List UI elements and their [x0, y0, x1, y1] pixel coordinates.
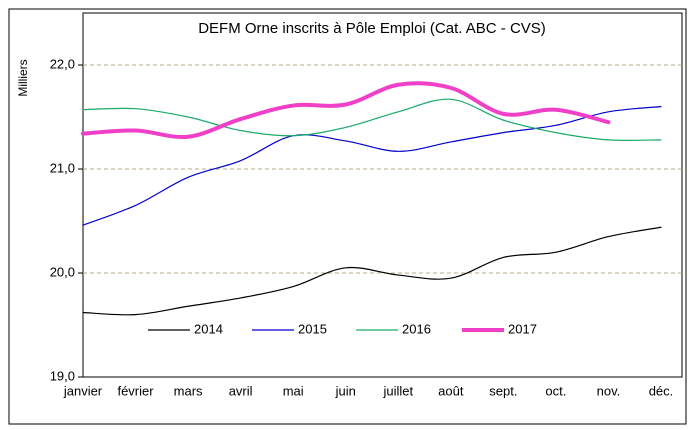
legend-label: 2015 — [298, 321, 327, 336]
x-tick-label: janvier — [63, 383, 103, 398]
x-tick-label: juin — [335, 383, 356, 398]
x-tick-label: février — [117, 383, 154, 398]
plot-area — [82, 12, 683, 378]
x-tick-label: juillet — [382, 383, 413, 398]
y-tick-label: 21,0 — [50, 160, 75, 175]
x-tick-label: oct. — [545, 383, 566, 398]
legend-label: 2016 — [402, 321, 431, 336]
x-tick-label: sept. — [489, 383, 517, 398]
x-tick-label: mars — [174, 383, 203, 398]
series-line — [82, 98, 662, 142]
chart-title: DEFM Orne inscrits à Pôle Emploi (Cat. A… — [198, 20, 546, 37]
legend-label: 2017 — [508, 321, 537, 336]
legend-label: 2014 — [194, 321, 223, 336]
series-line — [81, 81, 611, 140]
chart-frame — [8, 8, 687, 425]
y-tick-label: 22,0 — [50, 56, 75, 71]
series-line — [82, 106, 662, 226]
x-tick-label: avril — [229, 383, 253, 398]
y-axis-label: Milliers — [16, 59, 30, 96]
x-tick-label: mai — [283, 383, 304, 398]
x-tick-label: nov. — [597, 383, 621, 398]
y-tick-label: 19,0 — [50, 368, 75, 383]
x-tick-label: déc. — [649, 383, 674, 398]
x-tick-label: août — [438, 383, 464, 398]
series-line — [82, 226, 662, 316]
y-tick-label: 20,0 — [50, 264, 75, 279]
